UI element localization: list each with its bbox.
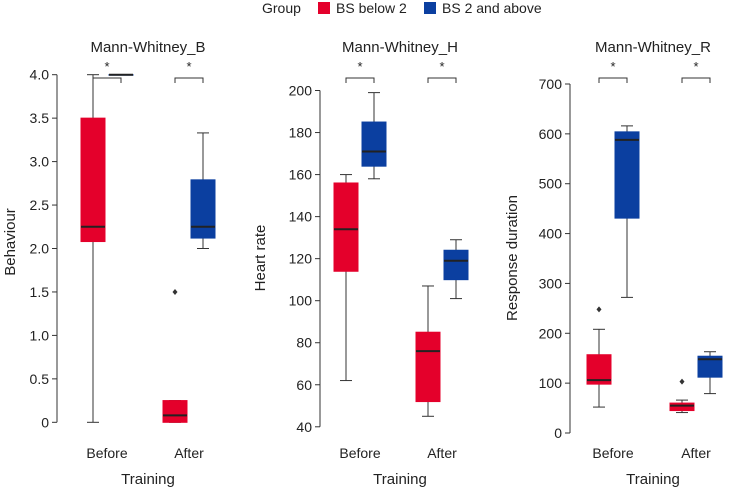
- box-bs-below-2-after: [669, 378, 695, 414]
- y-tick-label: 100: [289, 293, 313, 309]
- significance-marker: *: [186, 59, 191, 74]
- iqr-box: [443, 249, 469, 281]
- y-axis: 0 100 200 300 400 500 600 700: [539, 76, 571, 441]
- panel-title: Mann-Whitney_H: [342, 39, 458, 56]
- category-label-before: Before: [86, 445, 127, 461]
- y-tick-label: 3.0: [30, 154, 50, 170]
- box-bs-below-2-after: [162, 288, 188, 423]
- panel-title: Mann-Whitney_R: [595, 39, 711, 56]
- iqr-box: [162, 400, 188, 423]
- box-bs-below-2-after: [415, 285, 441, 417]
- y-axis-title: Response duration: [504, 195, 521, 321]
- legend-swatch-bs-below-2: [318, 2, 330, 14]
- y-tick-label: 80: [296, 335, 312, 351]
- significance-brackets: [598, 77, 711, 83]
- y-tick-label: 4.0: [30, 67, 50, 83]
- iqr-box: [361, 121, 387, 167]
- y-tick-label: 1.5: [30, 284, 50, 300]
- y-tick-label: 600: [539, 126, 563, 142]
- box-plots: [333, 92, 469, 417]
- legend-label-bs-2-and-above: BS 2 and above: [442, 0, 542, 16]
- y-tick-label: 0: [41, 414, 49, 430]
- significance-bracket: [174, 77, 204, 83]
- outlier-point: [596, 306, 602, 313]
- x-axis-title: Training: [626, 471, 680, 488]
- legend: Group BS below 2 BS 2 and above: [262, 0, 542, 16]
- significance-brackets: [345, 77, 457, 83]
- y-tick-label: 180: [289, 125, 313, 141]
- legend-title: Group: [262, 0, 301, 16]
- y-tick-label: 60: [296, 377, 312, 393]
- y-tick-label: 0.5: [30, 371, 50, 387]
- iqr-box: [415, 331, 441, 403]
- y-tick-label: 300: [539, 275, 563, 291]
- significance-marker: *: [439, 59, 444, 74]
- significance-bracket: [598, 77, 628, 83]
- panel-heart-rate: Mann-Whitney_H Heart rate Training Befor…: [252, 39, 469, 488]
- significance-bracket: [92, 77, 122, 83]
- y-tick-label: 200: [539, 325, 563, 341]
- y-tick-label: 140: [289, 209, 313, 225]
- iqr-box: [669, 402, 695, 412]
- y-axis-title: Heart rate: [252, 225, 269, 292]
- significance-marker: *: [104, 59, 109, 74]
- panel-response-duration: Mann-Whitney_R Response duration Trainin…: [504, 39, 723, 488]
- y-axis: 0 0.5 1.0 1.5 2.0 2.5 3.0 3.5 4.0: [30, 67, 58, 430]
- category-label-after: After: [681, 445, 711, 461]
- y-tick-label: 100: [539, 375, 563, 391]
- y-tick-label: 120: [289, 251, 313, 267]
- iqr-box: [697, 355, 723, 378]
- significance-marker: *: [357, 59, 362, 74]
- x-axis-title: Training: [373, 471, 427, 488]
- box-bs-below-2-before: [586, 306, 612, 408]
- box-bs-below-2-before: [333, 174, 359, 382]
- category-label-before: Before: [592, 445, 633, 461]
- iqr-box: [333, 182, 359, 272]
- significance-bracket: [681, 77, 711, 83]
- significance-brackets: [92, 77, 204, 83]
- y-tick-label: 200: [289, 83, 313, 99]
- box-bs-2-and-above-after: [190, 132, 216, 249]
- y-tick-label: 400: [539, 226, 563, 242]
- box-bs-2-and-above-before: [614, 125, 640, 298]
- panel-behaviour: Mann-Whitney_B Behaviour Training Before…: [2, 39, 216, 488]
- significance-marker: *: [693, 59, 698, 74]
- category-label-before: Before: [339, 445, 380, 461]
- box-bs-2-and-above-after: [697, 351, 723, 395]
- legend-label-bs-below-2: BS below 2: [336, 0, 407, 16]
- y-tick-label: 2.5: [30, 197, 50, 213]
- box-bs-2-and-above-before: [108, 73, 134, 76]
- y-tick-label: 160: [289, 167, 313, 183]
- y-tick-label: 3.5: [30, 110, 50, 126]
- box-plots: [586, 125, 723, 414]
- outlier-point: [172, 288, 178, 295]
- panel-title: Mann-Whitney_B: [90, 39, 205, 56]
- iqr-box: [614, 131, 640, 219]
- iqr-box: [190, 179, 216, 239]
- outlier-point: [679, 378, 685, 385]
- significance-bracket: [427, 77, 457, 83]
- y-tick-label: 0: [554, 425, 562, 441]
- iqr-box: [80, 117, 106, 243]
- box-plots: [80, 73, 216, 423]
- y-tick-label: 2.0: [30, 241, 50, 257]
- significance-marker: *: [610, 59, 615, 74]
- y-tick-label: 700: [539, 76, 563, 92]
- y-tick-label: 1.0: [30, 327, 50, 343]
- x-axis-title: Training: [121, 471, 175, 488]
- y-axis-title: Behaviour: [2, 208, 19, 276]
- category-label-after: After: [174, 445, 204, 461]
- legend-swatch-bs-2-and-above: [424, 2, 436, 14]
- box-bs-2-and-above-after: [443, 239, 469, 300]
- category-label-after: After: [427, 445, 457, 461]
- significance-bracket: [345, 77, 375, 83]
- y-tick-label: 40: [296, 419, 312, 435]
- box-bs-below-2-before: [80, 74, 106, 423]
- y-axis: 40 60 80 100 120 140 160 180 200: [289, 83, 321, 435]
- y-tick-label: 500: [539, 176, 563, 192]
- box-bs-2-and-above-before: [361, 92, 387, 180]
